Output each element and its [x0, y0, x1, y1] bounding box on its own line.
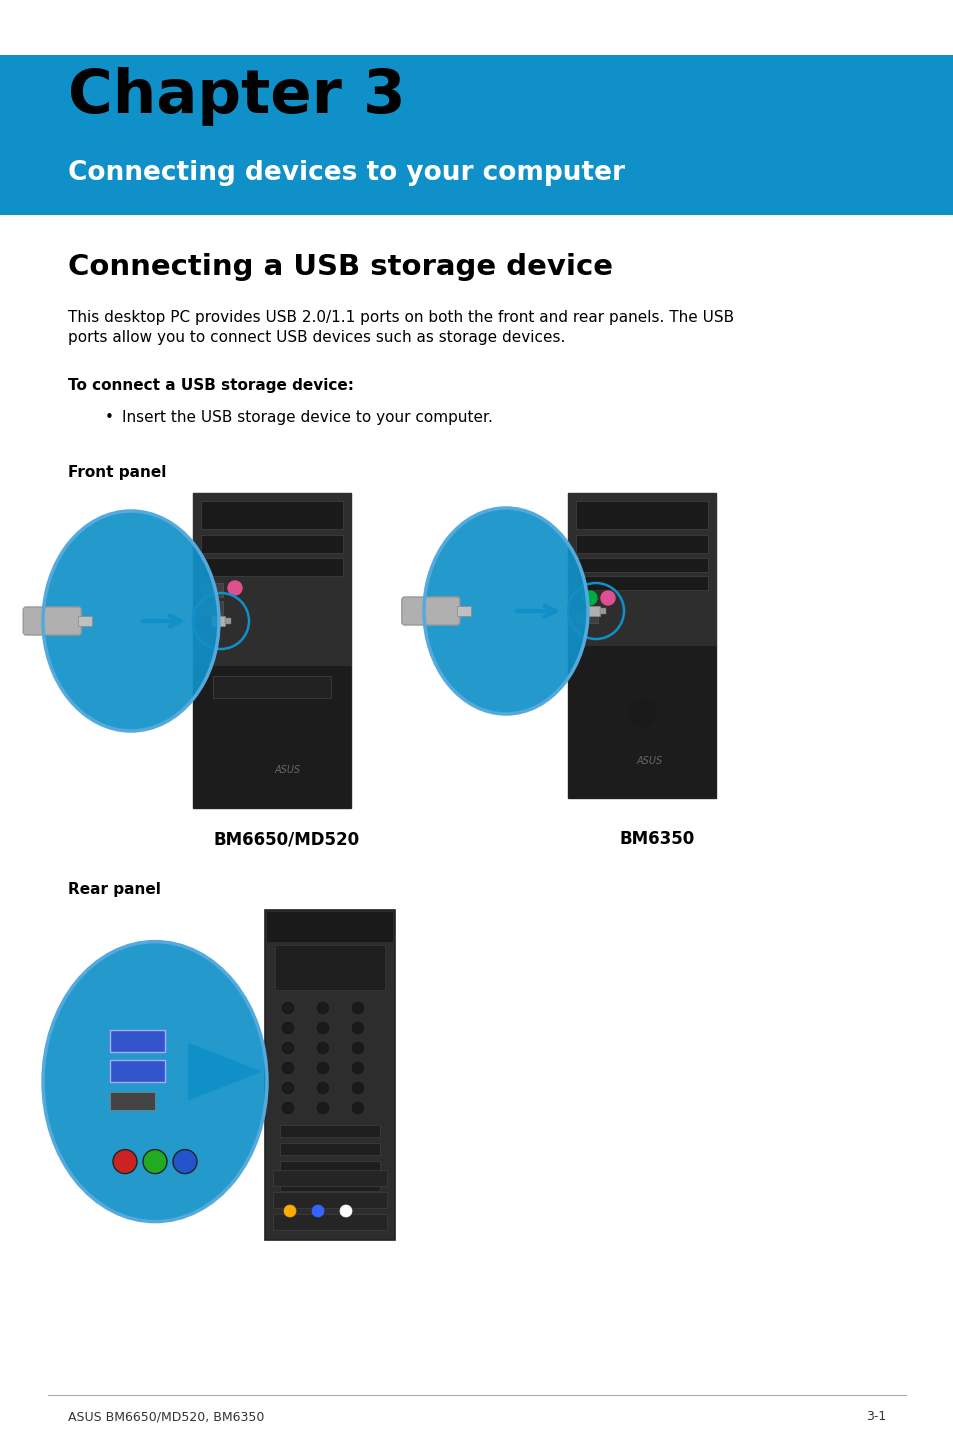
- Bar: [576, 577, 707, 590]
- Circle shape: [281, 1001, 294, 1015]
- Bar: [576, 611, 598, 623]
- Bar: [280, 1160, 379, 1173]
- Circle shape: [281, 1021, 294, 1035]
- FancyBboxPatch shape: [401, 597, 459, 626]
- Text: ASUS: ASUS: [636, 756, 661, 766]
- Circle shape: [315, 1102, 330, 1114]
- Circle shape: [228, 581, 242, 595]
- Text: ports allow you to connect USB devices such as storage devices.: ports allow you to connect USB devices s…: [68, 329, 565, 345]
- Circle shape: [312, 1205, 324, 1217]
- Bar: [201, 582, 223, 597]
- Circle shape: [281, 1061, 294, 1076]
- Circle shape: [351, 1061, 365, 1076]
- Bar: [576, 558, 707, 572]
- Bar: [213, 676, 331, 697]
- Bar: [576, 500, 707, 529]
- Circle shape: [281, 1041, 294, 1055]
- Text: ASUS: ASUS: [274, 765, 300, 775]
- Circle shape: [315, 1001, 330, 1015]
- Text: 3-1: 3-1: [864, 1411, 885, 1424]
- Bar: [265, 910, 395, 1240]
- Circle shape: [351, 1102, 365, 1114]
- Bar: [273, 1192, 387, 1208]
- Text: To connect a USB storage device:: To connect a USB storage device:: [68, 378, 354, 393]
- Text: BM6350: BM6350: [618, 830, 694, 848]
- Circle shape: [143, 1149, 167, 1173]
- Circle shape: [339, 1205, 352, 1217]
- Bar: [110, 1030, 165, 1051]
- Bar: [201, 601, 223, 615]
- Circle shape: [351, 1041, 365, 1055]
- Circle shape: [281, 1102, 294, 1114]
- Bar: [273, 1214, 387, 1229]
- Bar: [78, 615, 92, 626]
- Bar: [567, 493, 716, 798]
- Bar: [599, 608, 605, 614]
- Text: BM6650/MD520: BM6650/MD520: [213, 830, 359, 848]
- Bar: [280, 1143, 379, 1155]
- Bar: [193, 666, 351, 808]
- Bar: [274, 945, 385, 989]
- Circle shape: [281, 1081, 294, 1094]
- Circle shape: [600, 591, 615, 605]
- Text: Insert the USB storage device to your computer.: Insert the USB storage device to your co…: [122, 410, 493, 426]
- Text: Rear panel: Rear panel: [68, 881, 161, 897]
- Bar: [110, 1091, 154, 1110]
- Bar: [201, 500, 343, 529]
- Bar: [576, 535, 707, 554]
- Circle shape: [315, 1021, 330, 1035]
- Bar: [273, 1171, 387, 1186]
- Bar: [225, 618, 231, 624]
- Bar: [193, 493, 351, 666]
- Circle shape: [351, 1001, 365, 1015]
- Text: Front panel: Front panel: [68, 464, 166, 480]
- Ellipse shape: [423, 508, 587, 715]
- Bar: [567, 646, 716, 798]
- Bar: [0, 55, 953, 216]
- Text: Connecting devices to your computer: Connecting devices to your computer: [68, 160, 624, 186]
- Bar: [280, 1179, 379, 1191]
- Bar: [267, 912, 393, 942]
- Bar: [456, 605, 471, 615]
- Text: ASUS BM6650/MD520, BM6350: ASUS BM6650/MD520, BM6350: [68, 1411, 264, 1424]
- FancyBboxPatch shape: [23, 607, 81, 636]
- Bar: [193, 493, 351, 808]
- Circle shape: [172, 1149, 196, 1173]
- Circle shape: [582, 591, 597, 605]
- Circle shape: [112, 1149, 137, 1173]
- Circle shape: [351, 1081, 365, 1094]
- Bar: [280, 1125, 379, 1137]
- Ellipse shape: [43, 510, 219, 731]
- Bar: [201, 558, 343, 577]
- Circle shape: [351, 1021, 365, 1035]
- Polygon shape: [189, 1044, 260, 1100]
- Bar: [201, 535, 343, 554]
- Circle shape: [315, 1061, 330, 1076]
- Bar: [567, 493, 716, 646]
- Circle shape: [284, 1205, 295, 1217]
- Text: •: •: [105, 410, 113, 426]
- Bar: [110, 1060, 165, 1081]
- Circle shape: [627, 699, 656, 726]
- Ellipse shape: [43, 942, 267, 1222]
- Bar: [585, 605, 599, 615]
- Text: This desktop PC provides USB 2.0/1.1 ports on both the front and rear panels. Th: This desktop PC provides USB 2.0/1.1 por…: [68, 311, 734, 325]
- Bar: [211, 615, 225, 626]
- Bar: [0, 0, 953, 55]
- Circle shape: [315, 1041, 330, 1055]
- Text: Connecting a USB storage device: Connecting a USB storage device: [68, 253, 613, 280]
- Text: Chapter 3: Chapter 3: [68, 68, 405, 127]
- Circle shape: [315, 1081, 330, 1094]
